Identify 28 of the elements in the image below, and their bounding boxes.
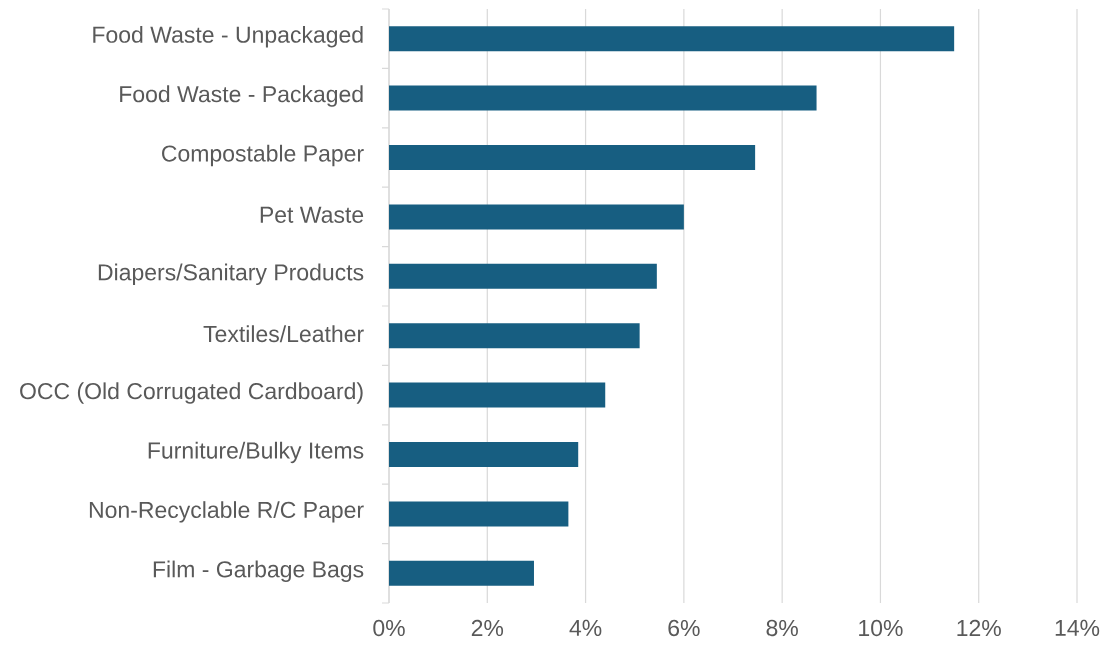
- y-tick-label: Textiles/Leather: [203, 325, 364, 343]
- bar: [389, 323, 640, 349]
- y-tick-label: Non-Recyclable R/C Paper: [89, 501, 364, 523]
- y-tick-label: Compostable Paper: [162, 144, 364, 167]
- y-tick-label: Furniture/Bulky Items: [148, 441, 364, 464]
- x-tick-label: 10%: [859, 619, 903, 637]
- bar: [389, 26, 955, 52]
- y-tick-label: Film - Garbage Bags: [153, 560, 364, 582]
- y-tick-label: Food Waste - Packaged: [120, 85, 363, 107]
- bar: [389, 263, 657, 289]
- y-tick-label: Diapers/Sanitary Products: [98, 263, 364, 286]
- x-tick-label: 8%: [766, 619, 798, 637]
- y-tick-label: Pet Waste: [260, 206, 364, 223]
- bar: [389, 204, 684, 230]
- x-tick-label: 6%: [668, 619, 700, 637]
- y-tick-label: Food Waste - Unpackaged: [93, 25, 363, 48]
- x-tick-label: 4%: [569, 619, 602, 636]
- bar: [389, 382, 606, 408]
- bar: [389, 441, 579, 467]
- bar: [389, 501, 569, 527]
- x-tick-label: 12%: [957, 619, 1001, 637]
- bar: [389, 560, 534, 586]
- x-tick-label: 2%: [471, 619, 504, 637]
- bar: [389, 85, 817, 111]
- y-tick-label: OCC (Old Corrugated Cardboard): [20, 382, 363, 404]
- x-tick-label: 0%: [373, 619, 405, 637]
- x-tick-label: 14%: [1055, 619, 1100, 636]
- bar: [389, 144, 756, 170]
